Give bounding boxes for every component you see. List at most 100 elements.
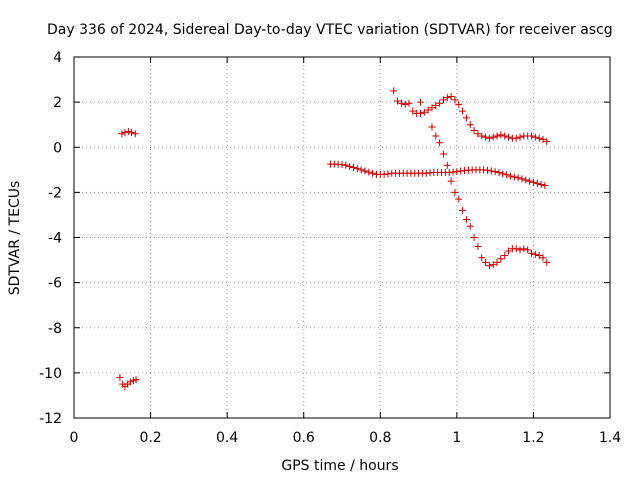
data-point-upper-arc [516,133,524,141]
x-tick-label: 0.6 [293,430,315,446]
y-tick-label: -8 [48,321,62,337]
data-point-middle-line [342,161,350,169]
data-point-descending-branch [482,258,490,266]
data-point-early-positive [127,129,135,137]
data-point-descending-branch [535,252,543,260]
data-point-upper-arc [531,133,539,141]
data-point-upper-arc [489,133,497,141]
x-tick-label: 0 [70,430,79,446]
x-tick-label: 1.4 [599,430,621,446]
data-point-middle-line [510,173,518,181]
data-point-upper-arc [443,94,451,102]
data-point-descending-branch [466,222,474,230]
data-point-upper-arc [394,97,402,105]
data-point-upper-arc [501,132,509,140]
data-point-upper-arc [535,134,543,142]
y-tick-label: 2 [53,95,62,111]
data-point-upper-arc [424,106,432,114]
data-point-descending-branch [524,246,532,254]
data-point-upper-arc [474,130,482,138]
data-point-middle-line [487,167,495,175]
data-point-upper-arc [420,108,428,116]
data-point-descending-branch [497,255,505,263]
data-point-upper-arc [485,134,493,142]
data-point-descending-branch [505,247,513,255]
data-point-middle-line [537,180,545,188]
data-point-descending-branch [531,250,539,258]
data-point-middle-line [369,169,377,177]
data-point-early-positive [124,127,132,135]
data-point-middle-line [541,182,549,190]
data-point-descending-branch [443,161,451,169]
data-point-middle-line [533,179,541,187]
y-tick-label: 0 [53,140,62,156]
axis-ticks [73,56,611,419]
x-tick-labels: 0 0.2 0.4 0.6 0.8 1 1.2 1.4 [70,430,622,446]
data-point-middle-line [522,176,530,184]
data-point-upper-arc [512,134,520,142]
data-point-middle-line [495,169,503,177]
x-tick-label: 0.2 [139,430,161,446]
y-tick-labels: 4 2 0 -2 -4 -6 -8 -10 -12 [39,50,62,427]
data-point-descending-branch [455,195,463,203]
data-point-upper-arc [466,121,474,129]
data-point-descending-branch [462,215,470,223]
x-axis-label: GPS time / hours [281,458,398,474]
data-point-descending-branch [436,139,444,147]
data-point-descending-branch [520,245,528,253]
data-point-descending-branch [489,261,497,269]
data-point-early-negative [116,373,124,381]
data-point-descending-branch [451,188,459,196]
data-point-descending-branch [447,177,455,185]
data-point-upper-arc [462,114,470,122]
data-point-upper-arc [409,107,417,115]
data-point-upper-arc [505,133,513,141]
data-point-upper-arc [432,102,440,110]
data-point-upper-arc [497,131,505,139]
data-point-middle-line [518,175,526,183]
data-point-upper-arc [478,132,486,140]
data-point-middle-line [453,168,461,176]
data-point-upper-arc [528,132,536,140]
data-point-middle-line [506,172,514,180]
data-point-descending-branch [516,246,524,254]
data-point-descending-branch [501,252,509,260]
data-point-early-negative [126,378,134,386]
data-point-middle-line [361,167,369,175]
data-point-descending-branch [428,123,436,131]
y-tick-label: 4 [53,50,62,66]
data-point-descending-branch [543,258,551,266]
data-point-middle-line [353,165,361,173]
data-point-middle-line [526,177,534,185]
data-point-early-positive [121,129,129,137]
data-point-descending-branch [432,132,440,140]
data-point-upper-arc [539,135,547,143]
data-point-middle-line [346,162,354,170]
data-point-upper-arc [482,133,490,141]
data-point-descending-branch [416,98,424,106]
data-point-descending-branch [439,150,447,158]
chart-title: Day 336 of 2024, Sidereal Day-to-day VTE… [47,22,613,38]
data-point-middle-line [491,168,499,176]
data-point-middle-line [349,164,357,172]
y-tick-label: -6 [48,276,62,292]
data-points [116,87,551,390]
data-point-descending-branch [539,254,547,262]
data-point-upper-arc [455,100,463,108]
data-point-descending-branch [478,254,486,262]
data-point-upper-arc [428,104,436,112]
data-point-middle-line [499,170,507,178]
data-point-middle-line [384,170,392,178]
y-tick-label: -4 [48,231,62,247]
x-tick-label: 0.4 [216,430,238,446]
data-point-descending-branch [459,206,467,214]
data-point-middle-line [514,174,522,182]
data-point-descending-branch [485,262,493,270]
data-point-middle-line [529,178,537,186]
data-point-middle-line [503,171,511,179]
data-point-middle-line [338,161,346,169]
data-point-early-negative [132,376,140,384]
data-point-upper-arc [493,132,501,140]
y-tick-label: -12 [39,411,62,427]
data-point-upper-arc [436,99,444,107]
